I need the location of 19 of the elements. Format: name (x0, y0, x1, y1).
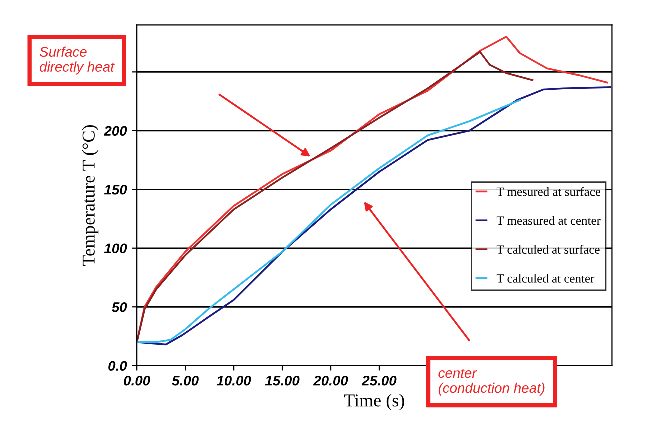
y-tick-label: 0.0 (108, 361, 128, 372)
x-tick-label: 20.00 (313, 376, 348, 386)
x-tick-label: 15.00 (265, 376, 300, 386)
x-tick-label: 25.00 (362, 376, 397, 386)
x-tick-label: 0.00 (124, 376, 150, 386)
legend-label: T mesured at surface (496, 187, 601, 196)
y-tick-label: 150 (104, 184, 128, 195)
x-axis-title: Time (s) (344, 394, 404, 410)
y-tick-label: 200 (104, 126, 128, 136)
y-tick-label: 100 (104, 244, 128, 254)
x-tick-label: 10.00 (216, 376, 252, 386)
legend-label: T calculed at surface (496, 245, 600, 254)
x-tick-label: 5.00 (172, 376, 199, 386)
text: Surface directly heat (40, 46, 115, 75)
y-tick-label: 50 (112, 302, 128, 312)
legend-label: T calculed at center (496, 274, 595, 283)
text: center (conduction heat) (438, 369, 545, 396)
y-axis-title: Temperature T (°C) (82, 125, 99, 266)
legend-label: T measured at center (496, 216, 601, 226)
